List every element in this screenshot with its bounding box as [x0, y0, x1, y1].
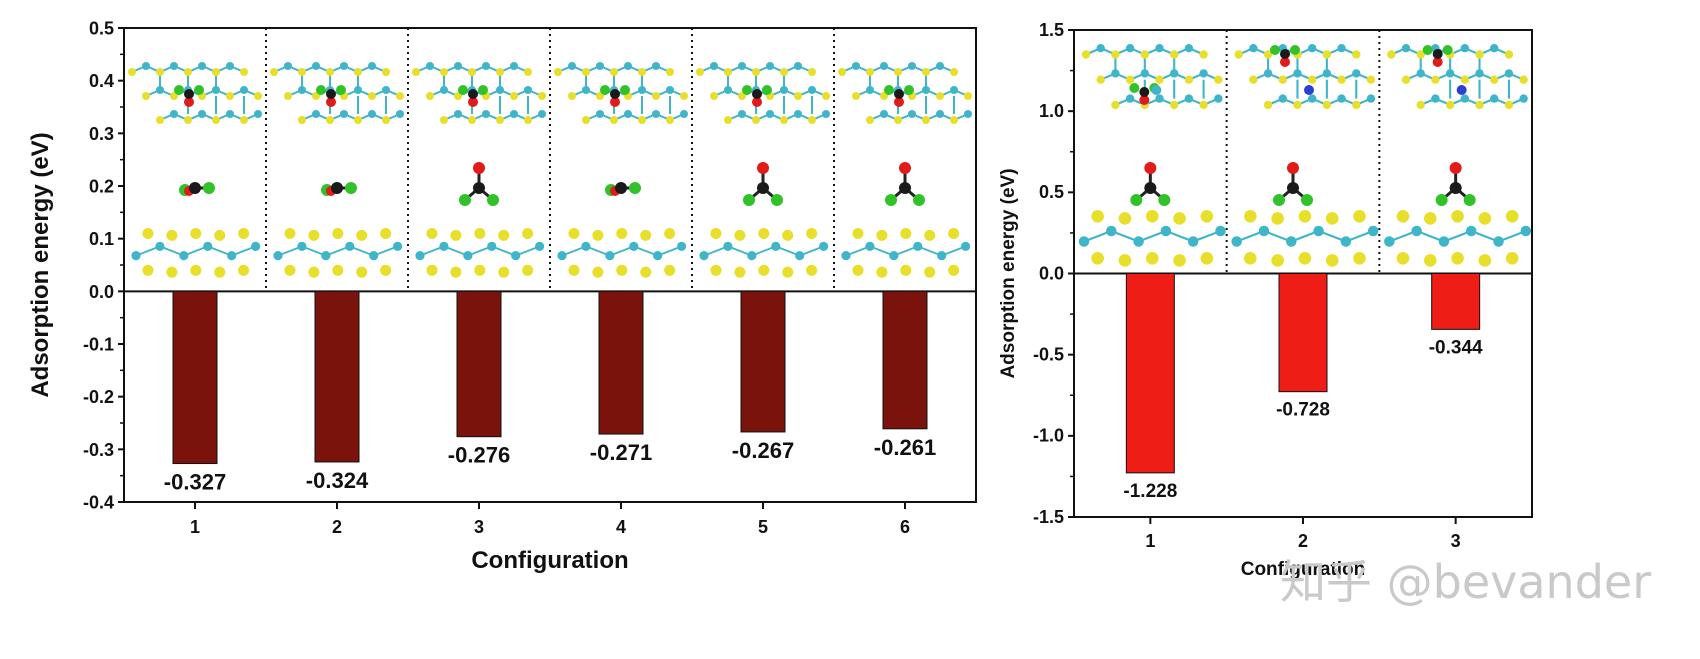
y-tick-label: 0.5	[1039, 182, 1064, 202]
y-tick-label: 0.2	[89, 176, 114, 196]
data-label: -0.327	[164, 470, 226, 495]
x-tick-label: 3	[474, 517, 484, 537]
x-axis-title: Configuration	[471, 547, 628, 574]
y-tick-label: 1.5	[1039, 20, 1064, 40]
x-tick-label: 1	[1145, 531, 1155, 551]
y-tick-label: 0.4	[89, 71, 114, 91]
molecule-side-view	[883, 160, 927, 208]
data-label: -1.228	[1123, 481, 1177, 502]
bar	[598, 290, 644, 435]
bar	[172, 290, 218, 465]
slab-side-view	[556, 227, 688, 279]
left-chart: 0.5 0.4 0.3 0.2 0.1 0.0 -0.1 -0.2 -0.3 -0.4 Adsorp…	[27, 18, 977, 574]
bar	[740, 290, 786, 433]
x-tick-label: 2	[1298, 531, 1308, 551]
x-tick-label: 1	[190, 517, 200, 537]
y-axis-title: Adsorption energy (eV)	[27, 132, 54, 397]
molecule-side-view	[1434, 160, 1478, 208]
molecule-side-view	[319, 180, 359, 198]
bar	[1431, 273, 1481, 330]
lattice-top-view	[1386, 42, 1529, 111]
y-tick-label: -1.5	[1033, 507, 1064, 527]
x-tick-label: 3	[1451, 531, 1461, 551]
x-tick-label: 6	[900, 517, 910, 537]
y-tick-label: 0.0	[1039, 263, 1064, 283]
slab-side-view	[698, 227, 830, 279]
y-tick-label: -1.0	[1033, 426, 1064, 446]
slab-side-view	[1230, 208, 1380, 268]
slab-side-view	[1077, 208, 1227, 268]
molecule-side-view	[177, 180, 217, 198]
slab-side-view	[840, 227, 972, 279]
bar	[882, 290, 928, 430]
plot-frame	[123, 27, 977, 503]
y-tick-label: 0.0	[89, 282, 114, 302]
y-tick-label: -0.2	[83, 387, 114, 407]
y-axis-title: Adsorption energy (eV)	[998, 168, 1019, 378]
y-tick-label: -0.1	[83, 334, 114, 354]
y-tick-label: -0.3	[83, 440, 114, 460]
dopant-atom	[1456, 85, 1467, 95]
x-tick-label: 4	[616, 517, 626, 537]
data-label: -0.271	[590, 440, 652, 465]
y-tick-label: 0.1	[89, 229, 114, 249]
data-label: -0.344	[1429, 337, 1483, 358]
dopant-atom	[1304, 85, 1314, 95]
data-label: -0.276	[448, 443, 510, 468]
lattice-top-view	[1080, 42, 1224, 111]
bar	[314, 290, 360, 463]
watermark-text: 知乎 @bevander	[1280, 555, 1651, 609]
data-label: -0.324	[306, 468, 369, 493]
right-chart: 1.5 1.0 0.5 0.0 -0.5 -1.0 -1.5 Adsorption energ…	[998, 20, 1533, 580]
bar	[1278, 273, 1328, 393]
molecule-side-view	[603, 180, 643, 198]
molecule-side-view	[1128, 160, 1172, 208]
molecule-side-view	[741, 160, 785, 208]
molecule-side-view	[1271, 160, 1315, 208]
y-tick-label: 0.5	[89, 18, 114, 38]
slab-side-view	[130, 227, 262, 279]
bar	[456, 290, 502, 438]
slab-side-view	[272, 227, 404, 279]
y-tick-label: -0.5	[1033, 344, 1064, 364]
slab-side-view	[1383, 208, 1533, 268]
data-label: -0.261	[874, 435, 936, 460]
y-tick-label: 0.3	[89, 124, 114, 144]
data-label: -0.728	[1276, 400, 1330, 421]
molecule-side-view	[457, 160, 501, 208]
x-tick-label: 2	[332, 517, 342, 537]
slab-side-view	[414, 227, 546, 279]
y-tick-label: -0.4	[83, 492, 114, 512]
x-tick-label: 5	[758, 517, 768, 537]
data-label: -0.267	[732, 438, 794, 463]
lattice-top-view	[1233, 42, 1377, 111]
x-axis-title: Configuration	[1241, 559, 1366, 580]
bar	[1125, 273, 1175, 474]
dopant-atom	[1151, 85, 1162, 95]
y-tick-label: 1.0	[1039, 101, 1064, 121]
